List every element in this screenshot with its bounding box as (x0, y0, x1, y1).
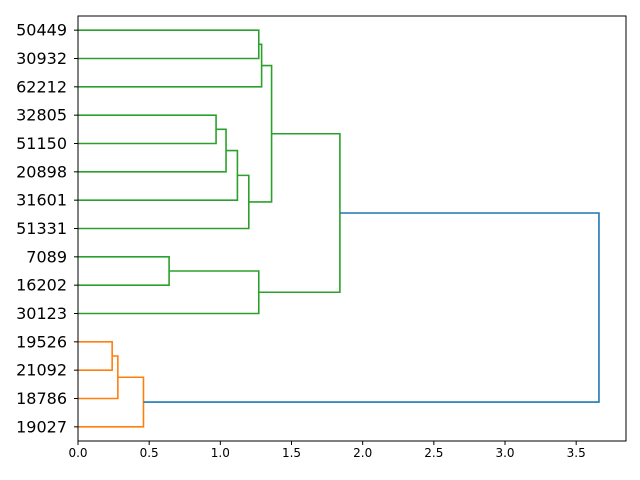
leaf-label: 50449 (16, 21, 67, 40)
x-tick-label: 1.0 (211, 446, 230, 460)
dendrogram-link-m8 (78, 256, 170, 286)
leaf-label: 30123 (16, 304, 67, 323)
x-tick-label: 1.5 (282, 446, 301, 460)
y-axis: 50449 30932 62212 32805 51150 20898 31601 51331… (16, 21, 78, 436)
leaf-label: 30932 (16, 49, 67, 68)
leaf-label: 7089 (26, 247, 67, 266)
leaf-label: 20898 (16, 162, 67, 181)
x-tick-label: 3.0 (495, 446, 514, 460)
leaf-label: 18786 (16, 389, 67, 408)
leaf-label: 19027 (16, 417, 67, 436)
x-tick-label: 0.0 (68, 446, 87, 460)
x-tick-label: 3.5 (567, 446, 586, 460)
x-tick-label: 0.5 (140, 446, 159, 460)
x-tick-label: 2.5 (424, 446, 443, 460)
dendrogram-link-m7 (248, 64, 273, 203)
dendrogram-link-m13 (78, 376, 145, 428)
leaf-label: 16202 (16, 276, 67, 295)
dendrogram-link-m11 (78, 341, 113, 371)
leaf-label: 31601 (16, 191, 67, 210)
dendrogram-link-m14 (143, 212, 600, 403)
x-tick-label: 2.0 (353, 446, 372, 460)
leaf-label: 21092 (16, 361, 67, 380)
x-axis: 0.0 0.5 1.0 1.5 2.0 2.5 3.0 3.5 (68, 441, 586, 460)
dendrogram-link-m4 (78, 128, 227, 173)
leaf-label: 19526 (16, 332, 67, 351)
links-layer (78, 29, 600, 428)
leaf-label: 51331 (16, 219, 67, 238)
leaf-label: 32805 (16, 106, 67, 125)
dendrogram-link-m6 (78, 174, 250, 230)
leaf-label: 62212 (16, 77, 67, 96)
dendrogram-link-m10 (258, 132, 341, 294)
leaf-label: 51150 (16, 134, 67, 153)
dendrogram-link-m5 (78, 149, 239, 201)
